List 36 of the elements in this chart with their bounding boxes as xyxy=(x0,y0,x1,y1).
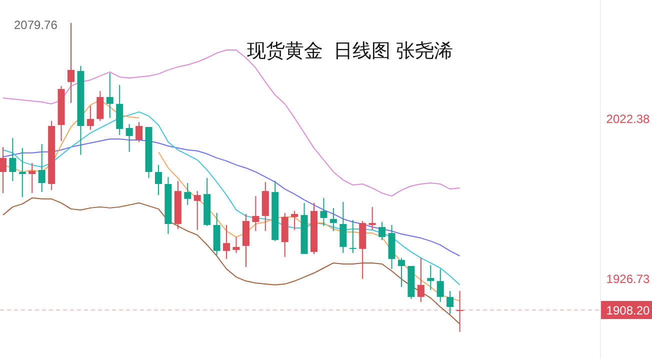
candlestick xyxy=(436,268,444,302)
candlestick xyxy=(86,105,94,130)
candlestick xyxy=(427,264,434,290)
candlestick xyxy=(106,72,114,118)
candlestick xyxy=(446,290,454,314)
candlestick xyxy=(368,206,376,231)
candlestick xyxy=(18,148,26,198)
candlestick xyxy=(0,146,6,194)
candlestick xyxy=(68,22,74,104)
candlestick xyxy=(126,123,133,152)
candlestick xyxy=(96,90,104,122)
candlestick xyxy=(340,201,347,254)
candlestick xyxy=(398,257,405,288)
candlestick xyxy=(184,182,192,206)
candlestick xyxy=(252,196,260,232)
line-series xyxy=(2,197,460,325)
candlestick xyxy=(378,221,386,241)
candlestick xyxy=(154,164,162,196)
text: 现货黄金 日线图 张尧浠 xyxy=(247,41,453,62)
candlestick xyxy=(194,190,201,231)
candlestick xyxy=(136,121,143,143)
candlestick xyxy=(456,290,464,332)
candlestick xyxy=(349,219,356,254)
candlestick xyxy=(38,144,46,193)
y-tick-label: 1926.73 xyxy=(606,272,650,286)
candlestick xyxy=(417,257,424,302)
ref-line-label: 1908.20 xyxy=(606,303,650,318)
candlestick xyxy=(223,224,230,260)
candlestick xyxy=(9,138,16,182)
candlestick xyxy=(320,197,328,227)
candlestick xyxy=(330,207,337,232)
candlestick xyxy=(232,236,240,254)
annotation: 2079.76 xyxy=(14,18,58,32)
y-tick-label: 2022.38 xyxy=(606,112,650,126)
candlestick xyxy=(28,162,36,194)
candlestick xyxy=(291,210,298,231)
